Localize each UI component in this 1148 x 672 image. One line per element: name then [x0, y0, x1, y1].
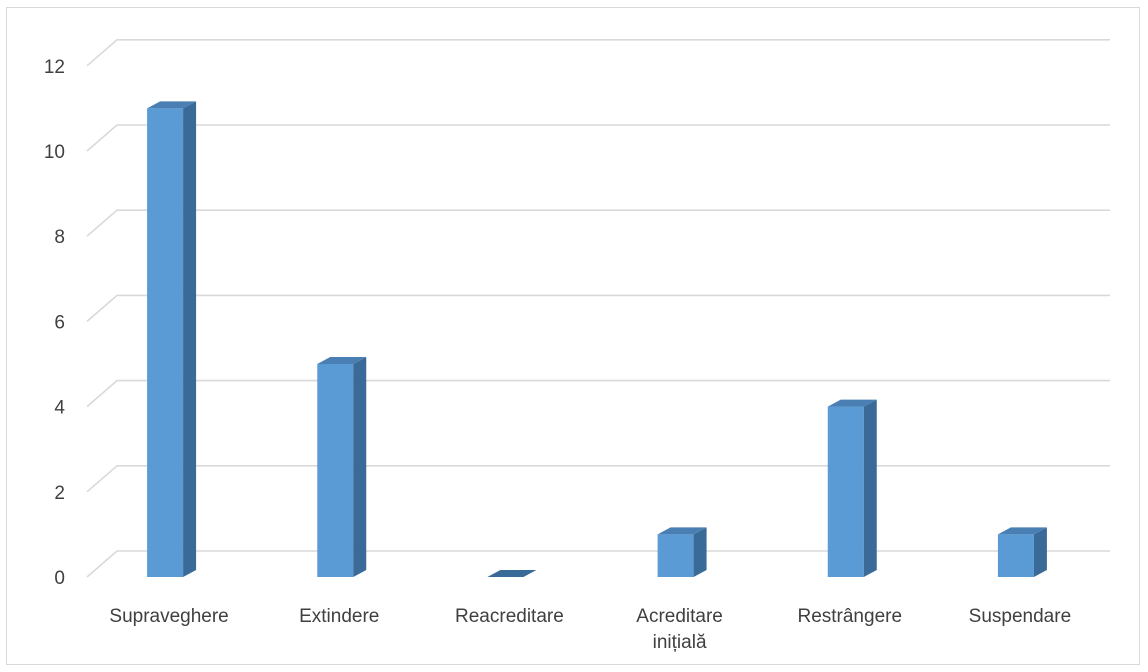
x-category-label: Restrângere [797, 606, 902, 627]
x-axis-categories: Supraveghere Extindere Reacreditare Acredit… [109, 606, 1071, 653]
x-category-label: Reacreditare [455, 606, 564, 627]
bar-top-face [657, 527, 707, 535]
y-tick-label: 12 [44, 57, 65, 78]
bar-top-face [487, 570, 537, 577]
bar-front-face [827, 406, 864, 577]
bar-side-face [693, 527, 707, 577]
bar-front-face [657, 534, 694, 577]
bar-top-face [317, 357, 367, 364]
gridline [86, 124, 1110, 152]
x-category-label: Acreditare inițială [636, 606, 723, 653]
bar-side-face [183, 101, 197, 578]
bars [147, 101, 1047, 578]
bar [997, 527, 1047, 577]
gridline [86, 294, 1110, 323]
bar-front-face [997, 534, 1034, 577]
bar [657, 527, 707, 577]
gridlines [86, 38, 1110, 578]
gridline [86, 550, 1110, 578]
bar [317, 357, 367, 577]
y-tick-label: 8 [54, 227, 65, 248]
gridline [86, 464, 1110, 493]
bar-side-face [353, 357, 367, 577]
bar-front-face [147, 108, 184, 578]
y-axis-ticks: 0 2 4 6 8 10 12 [44, 57, 66, 589]
gridline [86, 209, 1110, 237]
bar-side-face [1033, 527, 1047, 577]
bar-top-face [997, 527, 1047, 535]
bar [147, 101, 197, 578]
gridline [86, 379, 1110, 408]
bar [827, 399, 877, 577]
y-tick-label: 0 [54, 568, 65, 589]
gridline [86, 38, 1110, 67]
y-tick-label: 6 [54, 312, 65, 333]
x-category-label: Extindere [299, 606, 379, 627]
x-category-label: Suspendare [969, 606, 1071, 627]
y-tick-label: 2 [54, 483, 65, 504]
x-category-label: Supraveghere [109, 606, 228, 627]
bar-side-face [863, 399, 877, 577]
y-tick-label: 10 [44, 142, 65, 163]
bar-front-face [317, 364, 354, 577]
bar-chart: 0 2 4 6 8 10 12 Supraveghere Extindere Reacredit… [44, 38, 1110, 653]
bar-top-face [147, 101, 197, 109]
bar [487, 570, 537, 577]
bar-top-face [827, 399, 877, 407]
chart-area: 0 2 4 6 8 10 12 Supraveghere Extindere Reacredit… [6, 7, 1140, 665]
y-tick-label: 4 [54, 398, 65, 419]
